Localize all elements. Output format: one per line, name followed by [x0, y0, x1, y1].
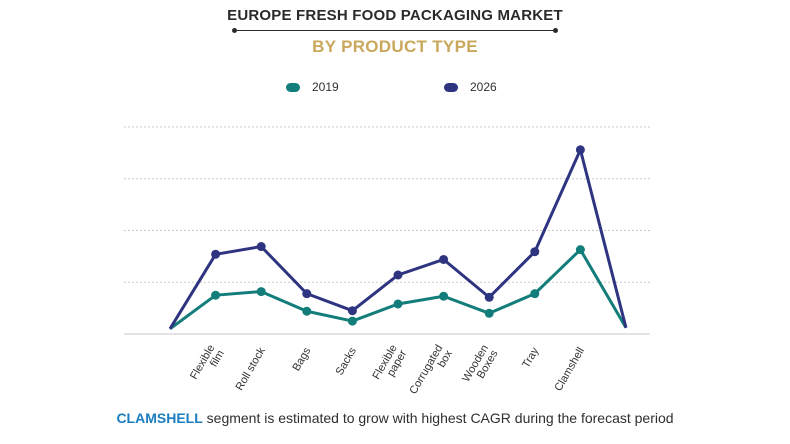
data-point-2019: [347, 316, 357, 326]
data-point-2026: [530, 247, 540, 257]
title-divider: [232, 28, 558, 33]
data-point-2026: [484, 292, 494, 302]
x-tick-label: Roll stock: [234, 345, 268, 393]
data-point-2026: [211, 249, 221, 259]
x-tick-label: Flexiblepaper: [370, 342, 409, 387]
data-point-2019: [575, 245, 585, 255]
data-point-2026: [256, 242, 266, 252]
caption: CLAMSHELL segment is estimated to grow w…: [0, 410, 790, 426]
caption-text: segment is estimated to grow with highes…: [202, 410, 674, 426]
caption-highlight: CLAMSHELL: [116, 410, 203, 426]
data-point-2019: [393, 299, 403, 309]
chart-subtitle: BY PRODUCT TYPE: [312, 37, 478, 56]
legend-item-2019: 2019: [286, 80, 339, 94]
x-tick-label: Sacks: [334, 345, 360, 377]
data-point-2019: [256, 287, 266, 297]
legend-swatch-2019: [286, 82, 300, 92]
x-tick-label: Tray: [520, 345, 541, 370]
x-tick-label: WoodenBoxes: [460, 342, 501, 389]
legend-label-2026: 2026: [470, 80, 497, 94]
legend-swatch-2026: [444, 82, 458, 92]
x-tick-label: Bags: [290, 345, 313, 373]
data-point-2026: [347, 306, 357, 316]
chart-title: EUROPE FRESH FOOD PACKAGING MARKET: [227, 7, 563, 24]
data-point-2019: [439, 291, 449, 301]
x-tick-label: Flexiblefilm: [188, 343, 227, 387]
legend-item-2026: 2026: [444, 80, 497, 94]
data-point-2026: [439, 254, 449, 264]
data-point-2019: [302, 306, 312, 316]
series-line-2019: [169, 248, 628, 331]
data-point-2019: [484, 308, 494, 318]
data-point-2026: [302, 289, 312, 299]
data-point-2019: [211, 290, 221, 300]
legend-label-2019: 2019: [312, 80, 339, 94]
data-point-2026: [393, 270, 403, 280]
x-tick-label: Clamshell: [552, 346, 587, 394]
data-point-2019: [530, 289, 540, 299]
x-tick-label: Corrugatedbox: [408, 342, 456, 402]
data-point-2026: [575, 145, 585, 155]
